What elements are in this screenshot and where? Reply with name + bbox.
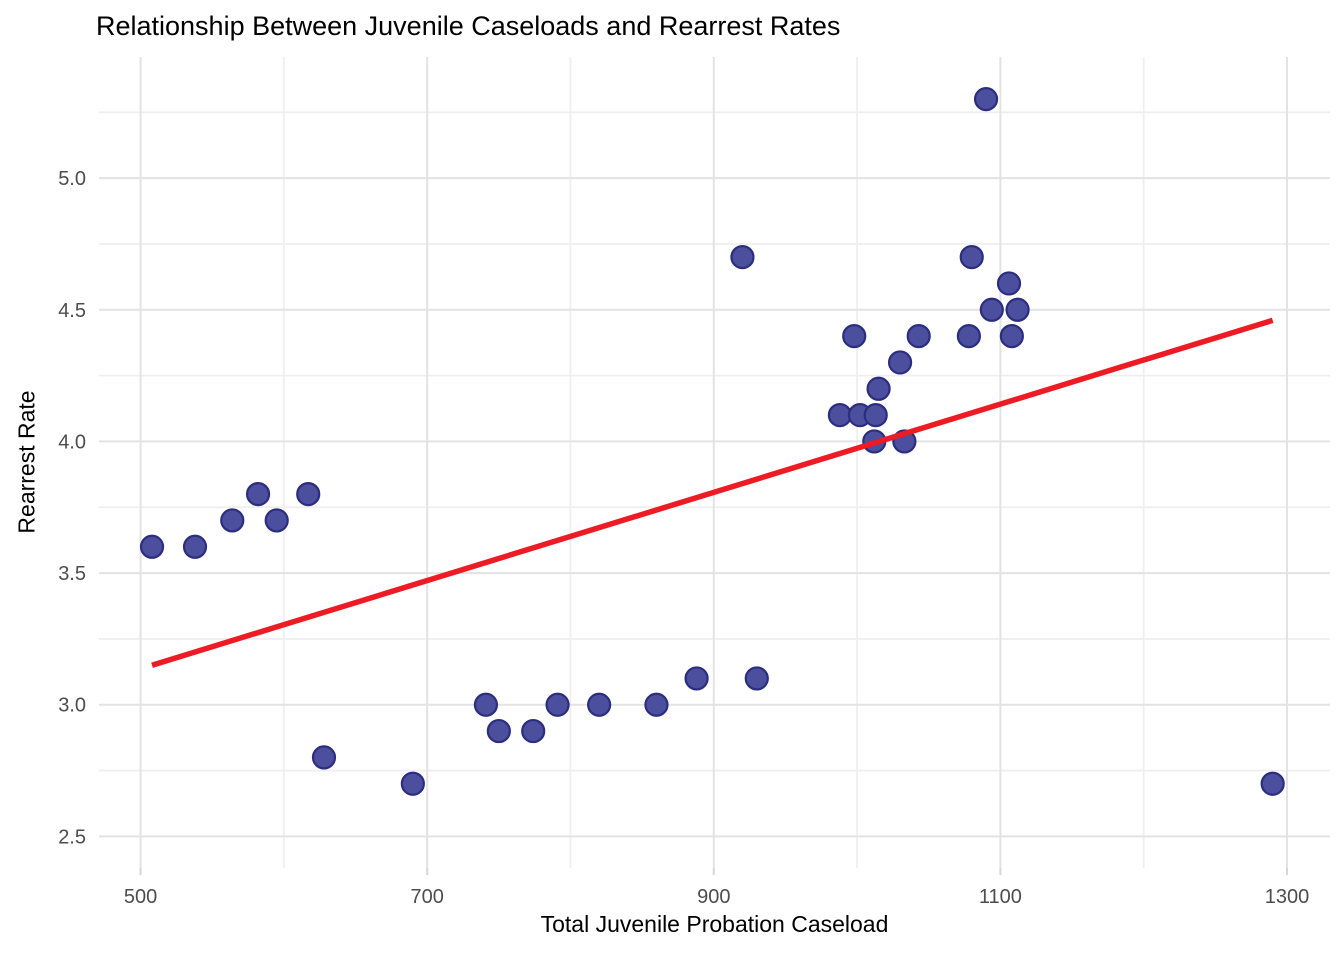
- data-point: [887, 350, 913, 375]
- x-tick-label: 700: [410, 886, 443, 908]
- data-point: [959, 245, 984, 270]
- data-point: [744, 666, 769, 691]
- data-point: [866, 376, 891, 401]
- y-tick-label: 4.0: [58, 431, 86, 453]
- data-point: [956, 324, 981, 349]
- data-point: [827, 403, 852, 428]
- data-point: [220, 508, 245, 533]
- data-point: [296, 481, 321, 507]
- x-axis-title: Total Juvenile Probation Caseload: [540, 911, 889, 937]
- y-tick-label: 4.5: [58, 300, 86, 322]
- data-point: [473, 692, 499, 717]
- data-point: [1260, 771, 1285, 796]
- trend-line: [151, 317, 1274, 668]
- data-point: [545, 692, 570, 717]
- data-point: [863, 403, 888, 428]
- data-point: [245, 481, 271, 507]
- data-point: [521, 718, 546, 744]
- chart-title: Relationship Between Juvenile Caseloads …: [96, 11, 841, 41]
- data-point: [644, 692, 669, 717]
- data-point: [979, 297, 1004, 322]
- data-point: [486, 718, 511, 744]
- data-point: [311, 745, 337, 770]
- x-tick-label: 900: [697, 886, 730, 908]
- data-point: [587, 692, 612, 717]
- x-tick-label: 1100: [979, 886, 1022, 908]
- y-axis-title: Rearrest Rate: [13, 390, 40, 534]
- data-point: [182, 534, 208, 559]
- data-point: [996, 271, 1022, 296]
- data-point: [906, 324, 931, 349]
- data-point: [1005, 297, 1030, 322]
- data-point: [400, 771, 425, 796]
- data-point: [973, 87, 999, 112]
- data-point: [684, 666, 709, 691]
- x-tick-label: 500: [124, 886, 157, 908]
- y-tick-label: 2.5: [58, 826, 86, 848]
- data-point: [139, 534, 165, 559]
- data-point: [999, 324, 1024, 349]
- data-point: [730, 245, 755, 270]
- y-tick-label: 3.5: [58, 563, 86, 585]
- y-tick-label: 3.0: [58, 695, 86, 717]
- data-point: [842, 324, 867, 349]
- data-point: [264, 508, 289, 533]
- y-tick-label: 5.0: [58, 168, 86, 190]
- x-tick-label: 1300: [1265, 886, 1310, 908]
